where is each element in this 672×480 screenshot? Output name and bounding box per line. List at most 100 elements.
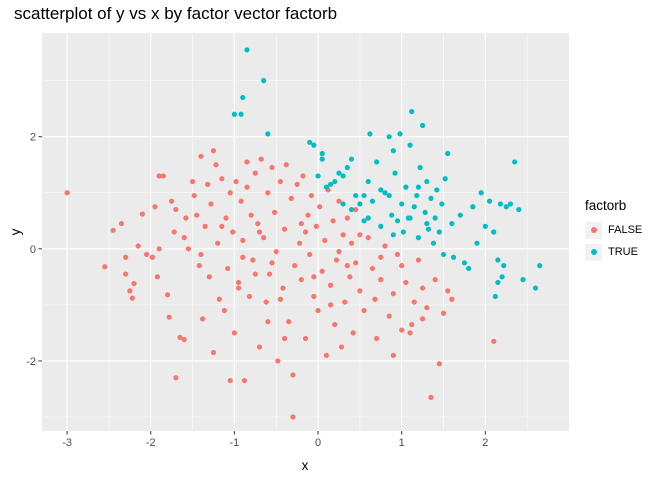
point-true (400, 229, 406, 235)
point-true (238, 111, 244, 117)
point-true (414, 192, 420, 199)
point-false (198, 153, 204, 159)
point-false (382, 243, 388, 249)
point-true (261, 78, 267, 84)
point-false (219, 223, 225, 229)
point-true (265, 131, 271, 137)
point-true (367, 131, 373, 137)
point-false (294, 181, 300, 187)
point-false (252, 271, 258, 277)
point-false (365, 235, 371, 241)
point-false (244, 159, 250, 165)
point-true (365, 178, 371, 185)
point-true (478, 190, 484, 196)
y-tick-label: 2 (30, 132, 36, 144)
point-false (449, 296, 455, 302)
point-true (323, 184, 330, 190)
point-true (340, 201, 346, 207)
point-false (166, 314, 172, 320)
point-false (300, 173, 306, 179)
point-false (164, 292, 171, 298)
point-true (315, 173, 321, 179)
point-false (319, 268, 325, 274)
point-false (280, 285, 286, 291)
legend-dot-true (590, 249, 597, 255)
point-false (210, 148, 217, 154)
point-false (265, 190, 271, 196)
legend-item-true: TRUE (585, 241, 642, 263)
legend-label-false: FALSE (608, 224, 643, 236)
point-true (482, 223, 488, 229)
point-false (102, 264, 108, 270)
x-axis-title: x (302, 458, 309, 473)
point-false (250, 257, 256, 263)
legend-dot-false (590, 227, 597, 233)
point-false (200, 316, 206, 322)
point-false (302, 335, 309, 342)
point-true (439, 201, 445, 207)
point-true (470, 204, 476, 210)
point-true (512, 159, 518, 165)
point-false (246, 293, 253, 300)
point-true (390, 232, 396, 238)
point-true (397, 131, 403, 137)
point-false (332, 321, 338, 328)
point-true (415, 235, 422, 241)
point-false (160, 173, 166, 179)
point-false (241, 377, 248, 384)
point-false (415, 257, 422, 263)
point-false (185, 246, 191, 252)
point-false (281, 226, 288, 232)
point-false (378, 254, 384, 260)
point-false (215, 240, 221, 246)
point-false (338, 344, 345, 350)
point-false (286, 319, 292, 325)
point-false (308, 192, 314, 199)
y-tick-label: 0 (30, 244, 36, 256)
point-true (244, 47, 250, 53)
point-false (311, 274, 317, 280)
point-true (348, 156, 355, 162)
point-false (131, 280, 137, 287)
point-true (307, 139, 313, 145)
point-false (118, 220, 125, 227)
legend-title: factorb (585, 198, 627, 213)
point-false (340, 232, 346, 238)
point-false (275, 358, 281, 364)
point-false (302, 229, 309, 235)
point-true (442, 176, 448, 182)
x-tick-label: -1 (230, 437, 240, 449)
point-false (258, 156, 264, 162)
point-false (399, 327, 405, 333)
point-false (281, 335, 288, 342)
point-false (263, 299, 269, 305)
point-true (336, 170, 342, 176)
point-true (449, 220, 455, 227)
point-true (424, 178, 430, 185)
point-true (457, 212, 463, 218)
point-false (221, 307, 227, 314)
point-false (277, 296, 284, 302)
x-tick-label: -3 (62, 437, 72, 449)
point-true (407, 142, 413, 148)
point-false (350, 330, 356, 336)
point-false (154, 274, 161, 280)
point-false (156, 246, 162, 252)
point-false (409, 321, 415, 328)
point-false (213, 162, 219, 168)
point-false (333, 257, 340, 263)
point-false (357, 288, 363, 294)
point-true (392, 170, 398, 176)
point-false (227, 190, 233, 196)
data-points (64, 47, 543, 420)
point-true (424, 220, 430, 227)
point-false (432, 277, 438, 283)
point-false (317, 204, 323, 210)
point-false (127, 288, 133, 294)
point-false (269, 164, 275, 171)
point-true (365, 215, 371, 221)
point-true (532, 285, 539, 291)
point-false (407, 330, 413, 336)
point-false (440, 310, 447, 316)
point-true (520, 277, 526, 283)
